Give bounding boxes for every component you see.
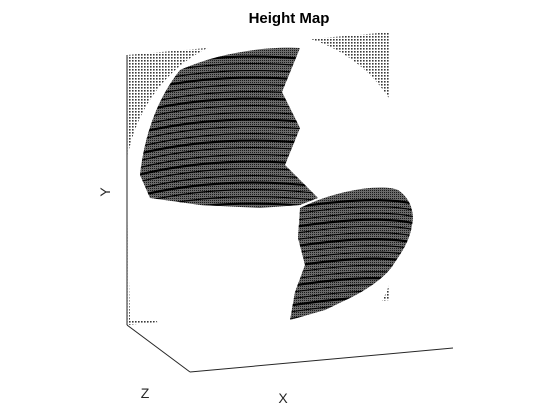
chart-title: Height Map <box>249 10 330 27</box>
back-wall-right-strip <box>370 32 390 100</box>
lower-ring-stroke <box>290 245 413 255</box>
axis-x-edge <box>189 347 454 373</box>
z-axis-label: Z <box>141 385 150 401</box>
y-axis-label: Y <box>97 187 113 197</box>
surface-scene <box>125 32 454 373</box>
axis-z-edge <box>126 324 191 373</box>
lower-ring-stroke <box>290 238 413 249</box>
upper-ring-stroke <box>140 181 318 200</box>
lower-ring-stroke <box>290 212 413 222</box>
lower-ring-stroke <box>290 232 413 242</box>
x-axis-label: X <box>278 390 288 406</box>
lower-ring-stroke <box>290 225 413 235</box>
lower-ring-stroke <box>290 218 413 229</box>
lower-ring-stroke <box>290 206 413 216</box>
